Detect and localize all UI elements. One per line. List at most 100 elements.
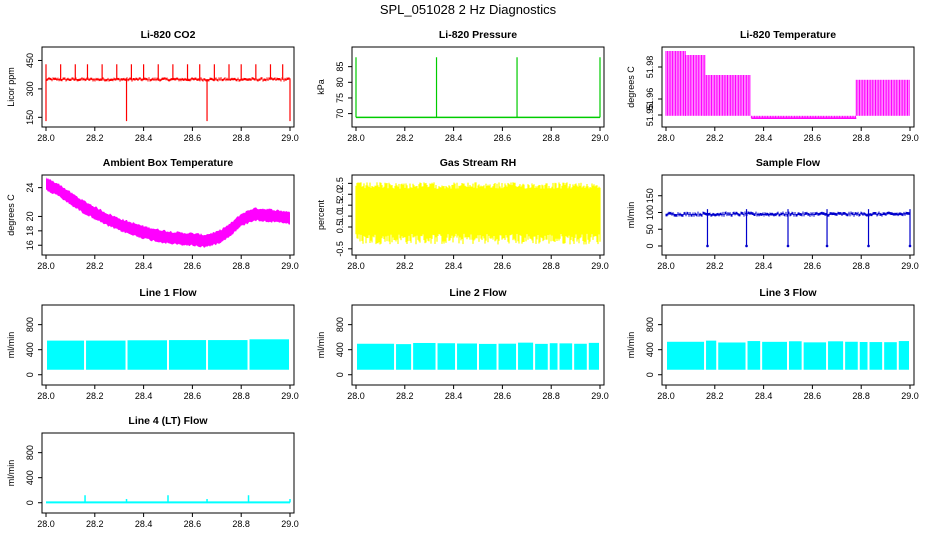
y-tick-label: 85 <box>335 62 345 72</box>
y-axis: 0 400 800 <box>25 317 42 377</box>
x-tick-label: 29.0 <box>281 391 299 401</box>
plot-frame <box>41 432 295 514</box>
flow-dip-point <box>745 244 748 248</box>
x-tick-label: 28.8 <box>232 261 250 271</box>
flow-band-segment <box>86 340 126 370</box>
panel-title: Line 3 Flow <box>759 287 817 299</box>
x-tick-label: 28.0 <box>657 133 675 143</box>
x-tick-label: 28.2 <box>396 391 414 401</box>
chart-panel-5: Gas Stream RH percent 28.0 28.2 28.4 28.6 28.8… <box>316 157 609 271</box>
series-marks <box>355 57 601 119</box>
y-tick-label: 80 <box>335 77 345 87</box>
x-tick-label: 28.6 <box>184 261 202 271</box>
x-tick-label: 28.2 <box>706 261 724 271</box>
series-marks <box>355 182 601 245</box>
flow-band-segment <box>169 340 207 370</box>
x-tick-label: 28.8 <box>542 261 560 271</box>
plot-frame <box>41 174 295 256</box>
y-tick-label: 51.98 <box>645 56 655 79</box>
y-tick-label: 800 <box>335 317 345 332</box>
panel-title: Li-820 CO2 <box>141 29 196 41</box>
panel-title: Ambient Box Temperature <box>103 157 234 169</box>
x-tick-label: 29.0 <box>901 133 919 143</box>
series-marks <box>47 339 289 370</box>
x-tick-label: 28.8 <box>852 391 870 401</box>
y-tick-label: 300 <box>25 81 35 96</box>
y-axis: 0 400 800 <box>335 317 352 377</box>
plot-frame <box>351 174 605 256</box>
x-tick-label: 28.0 <box>347 133 365 143</box>
series-marks <box>357 342 599 370</box>
y-axis-label: ml/min <box>6 332 16 359</box>
x-tick-label: 28.4 <box>755 391 773 401</box>
y-tick-label: 800 <box>25 445 35 460</box>
x-tick-label: 28.6 <box>494 391 512 401</box>
x-tick-label: 28.6 <box>804 391 822 401</box>
flow-band-segment <box>667 341 705 370</box>
y-axis: -0.5 0.51.01.52.02.5 <box>335 177 352 257</box>
x-axis: 28.0 28.2 28.4 28.6 28.8 29.0 <box>657 127 919 143</box>
x-tick-label: 28.8 <box>542 133 560 143</box>
y-tick-label: 20 <box>25 211 35 221</box>
flow-dip-point <box>706 244 709 248</box>
x-tick-label: 28.0 <box>37 133 55 143</box>
flow-band-segment <box>249 339 289 370</box>
x-tick-label: 28.2 <box>86 261 104 271</box>
plot-frame <box>661 46 915 128</box>
x-tick-label: 28.4 <box>445 133 463 143</box>
x-axis: 28.0 28.2 28.4 28.6 28.8 29.0 <box>657 255 919 271</box>
flow-dip-point <box>825 244 829 248</box>
y-tick-label: 0 <box>25 372 35 377</box>
flow-band-segment <box>803 342 827 370</box>
y-axis-label: degrees C <box>6 194 16 236</box>
x-tick-label: 28.4 <box>755 261 773 271</box>
chart-panel-4: Ambient Box Temperature degrees C 28.0 28.2… <box>6 157 299 271</box>
x-tick-label: 28.2 <box>86 133 104 143</box>
x-tick-label: 29.0 <box>901 261 919 271</box>
x-tick-label: 29.0 <box>281 133 299 143</box>
panel-title: Line 4 (LT) Flow <box>128 415 208 427</box>
x-tick-label: 28.4 <box>135 519 153 529</box>
plot-frame <box>661 304 915 386</box>
y-axis: 0 50 100 150 <box>645 188 662 248</box>
flow-dip-point <box>867 244 870 248</box>
plot-frame <box>41 304 295 386</box>
plot-frame <box>661 174 915 256</box>
x-tick-label: 29.0 <box>281 519 299 529</box>
x-tick-label: 28.6 <box>494 133 512 143</box>
panel-title: Sample Flow <box>756 157 821 169</box>
x-tick-label: 29.0 <box>901 391 919 401</box>
y-tick-label: 0.5 <box>335 221 345 234</box>
x-axis: 28.0 28.2 28.4 28.6 28.8 29.0 <box>347 255 609 271</box>
x-tick-label: 28.0 <box>347 391 365 401</box>
x-tick-label: 28.0 <box>37 519 55 529</box>
flow-band-segment <box>479 343 497 370</box>
y-tick-label: 100 <box>645 205 655 220</box>
flow-band-segment <box>357 343 395 370</box>
x-tick-label: 28.0 <box>657 391 675 401</box>
flow-band-segment <box>789 341 802 370</box>
x-tick-label: 29.0 <box>281 261 299 271</box>
ambient-temp-band <box>46 177 290 248</box>
chart-panel-7: Line 1 Flow ml/min 28.0 28.2 28.4 28.6 28.8 29.… <box>6 287 299 401</box>
y-tick-label: 75 <box>335 93 345 103</box>
plot-frame <box>351 46 605 128</box>
y-tick-label: 51.95 <box>645 104 655 127</box>
y-axis: 150 300 450 <box>25 53 42 125</box>
flow-dip-point <box>908 244 912 248</box>
x-tick-label: 28.2 <box>86 519 104 529</box>
plot-frame <box>351 304 605 386</box>
y-tick-label: 150 <box>645 188 655 203</box>
x-tick-label: 28.4 <box>755 133 773 143</box>
x-tick-label: 28.6 <box>184 391 202 401</box>
y-tick-label: 0 <box>645 243 655 248</box>
flow-band-segment <box>588 342 599 370</box>
x-axis: 28.0 28.2 28.4 28.6 28.8 29.0 <box>37 385 299 401</box>
flow-dip-point <box>786 244 790 248</box>
y-tick-label: 0 <box>645 372 655 377</box>
flow-band-segment <box>413 342 436 370</box>
series-marks <box>665 209 912 248</box>
chart-panel-9: Line 3 Flow ml/min 28.0 28.2 28.4 28.6 28.8 29.… <box>626 287 919 401</box>
